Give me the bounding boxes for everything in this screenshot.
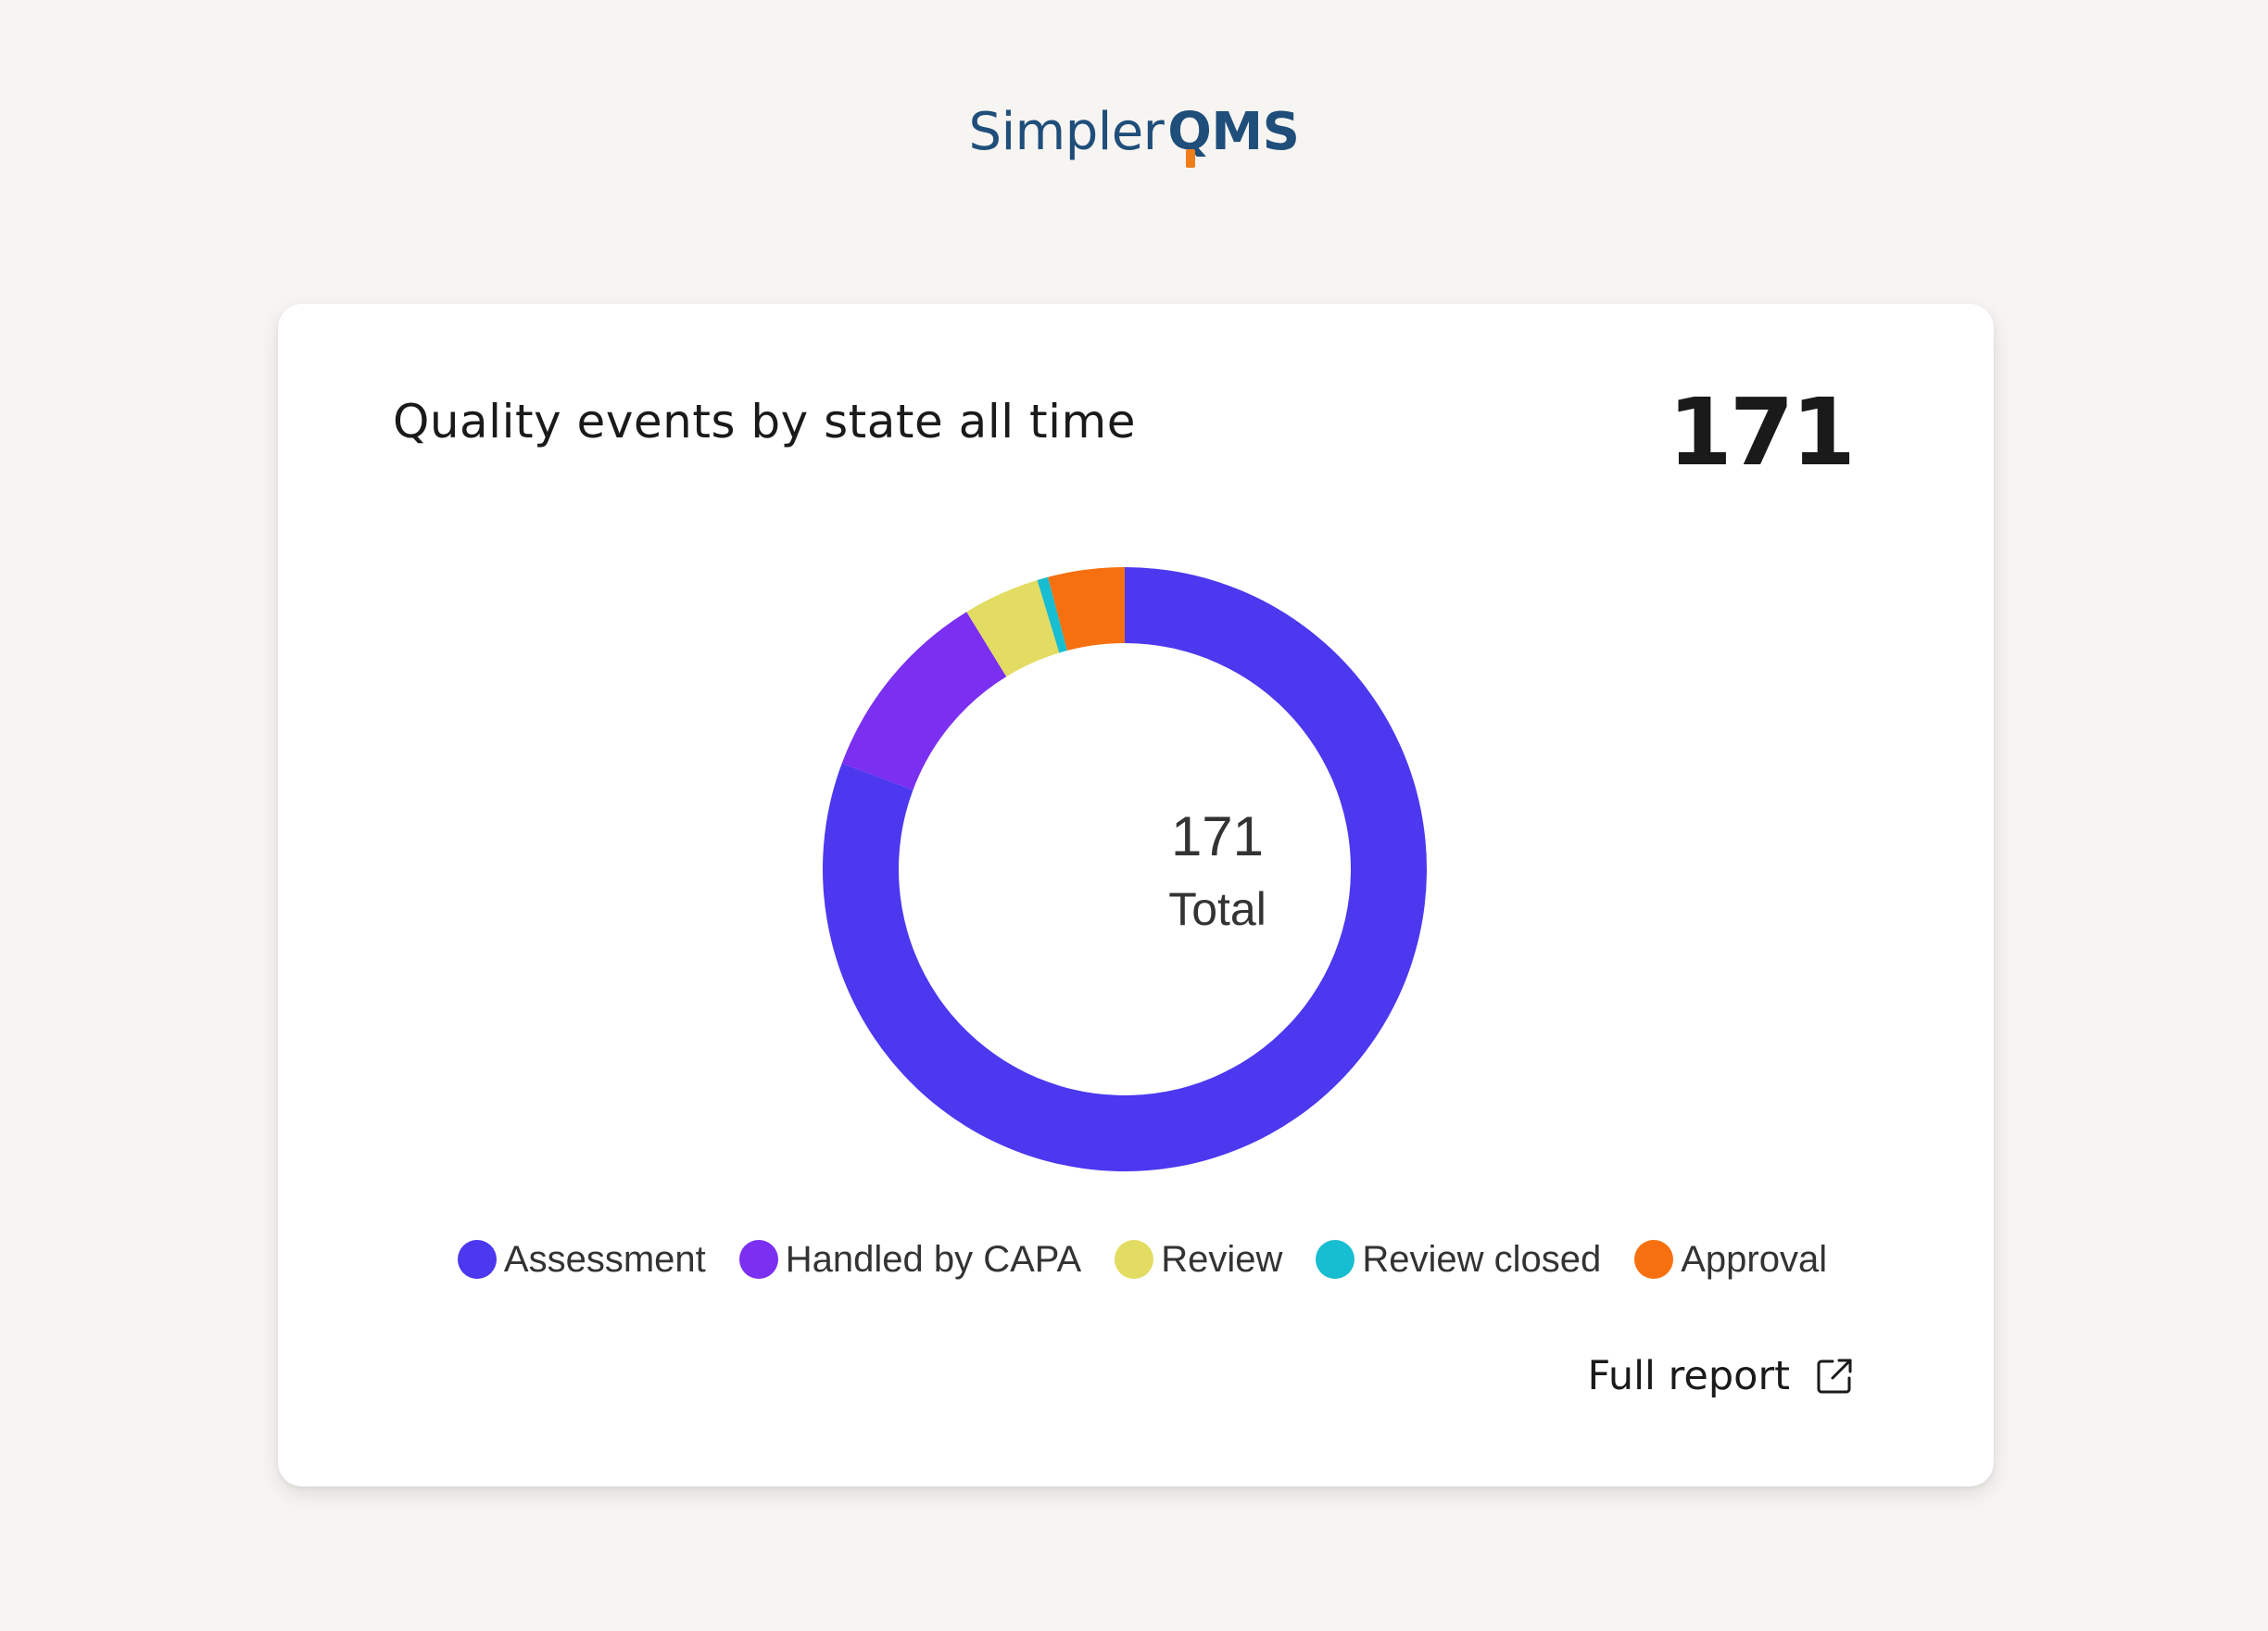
card-total-count: 171 (1668, 378, 1856, 487)
legend-label: Review closed (1362, 1238, 1602, 1280)
legend-item-assessment[interactable]: Assessment (457, 1238, 706, 1281)
legend-item-review-closed[interactable]: Review closed (1316, 1239, 1601, 1281)
legend-swatch (1115, 1240, 1154, 1279)
external-link-icon (1817, 1359, 1852, 1394)
logo-text-qms: QMS (1167, 102, 1300, 168)
donut-slice-review[interactable] (966, 579, 1060, 677)
donut-center-label: Total (1168, 883, 1266, 935)
quality-events-card: Quality events by state all time 171 171… (278, 304, 1994, 1486)
donut-slice-approval[interactable] (1048, 567, 1125, 651)
legend-item-handled-by-capa[interactable]: Handled by CAPA (738, 1238, 1082, 1281)
legend-swatch (738, 1240, 778, 1279)
legend-label: Handled by CAPA (785, 1238, 1082, 1280)
donut-chart (823, 567, 1427, 1171)
card-title: Quality events by state all time (393, 395, 1136, 449)
legend-swatch (457, 1240, 497, 1279)
logo-accent-mark (1186, 148, 1196, 168)
simplerqms-logo: Simpler QMS (0, 95, 2268, 169)
chart-legend: Assessment Handled by CAPA Review Review cl… (278, 1236, 1994, 1283)
logo-text-simpler: Simpler (968, 101, 1165, 162)
legend-label: Review (1161, 1238, 1283, 1280)
donut-slice-review-closed[interactable] (1037, 576, 1067, 653)
donut-center-value: 171 (1170, 805, 1265, 867)
full-report-link[interactable]: Full report (1587, 1353, 1855, 1399)
legend-label: Assessment (503, 1238, 706, 1280)
legend-swatch (1316, 1240, 1355, 1279)
full-report-label: Full report (1587, 1353, 1790, 1399)
legend-swatch (1634, 1240, 1674, 1279)
donut-slice-handled-by-capa[interactable] (841, 612, 1007, 790)
legend-label: Approval (1681, 1238, 1828, 1280)
legend-item-review[interactable]: Review (1115, 1239, 1282, 1281)
legend-item-approval[interactable]: Approval (1634, 1239, 1827, 1281)
